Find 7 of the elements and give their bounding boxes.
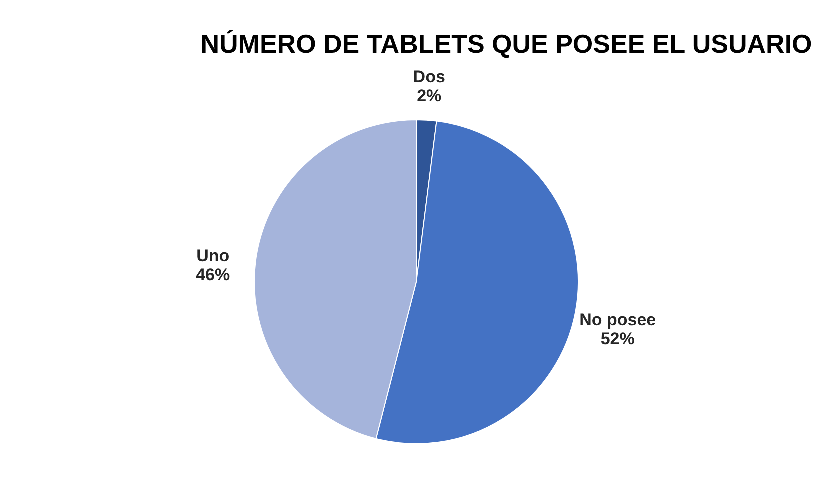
chart-title: NÚMERO DE TABLETS QUE POSEE EL USUARIO [200,29,812,59]
slice-label: Dos [413,67,446,86]
data-label: 46% [196,265,230,284]
slice-label: No posee [580,310,656,330]
slice-label: Uno [196,246,230,266]
data-label: 52% [600,329,635,348]
data-label: 2% [417,86,442,106]
